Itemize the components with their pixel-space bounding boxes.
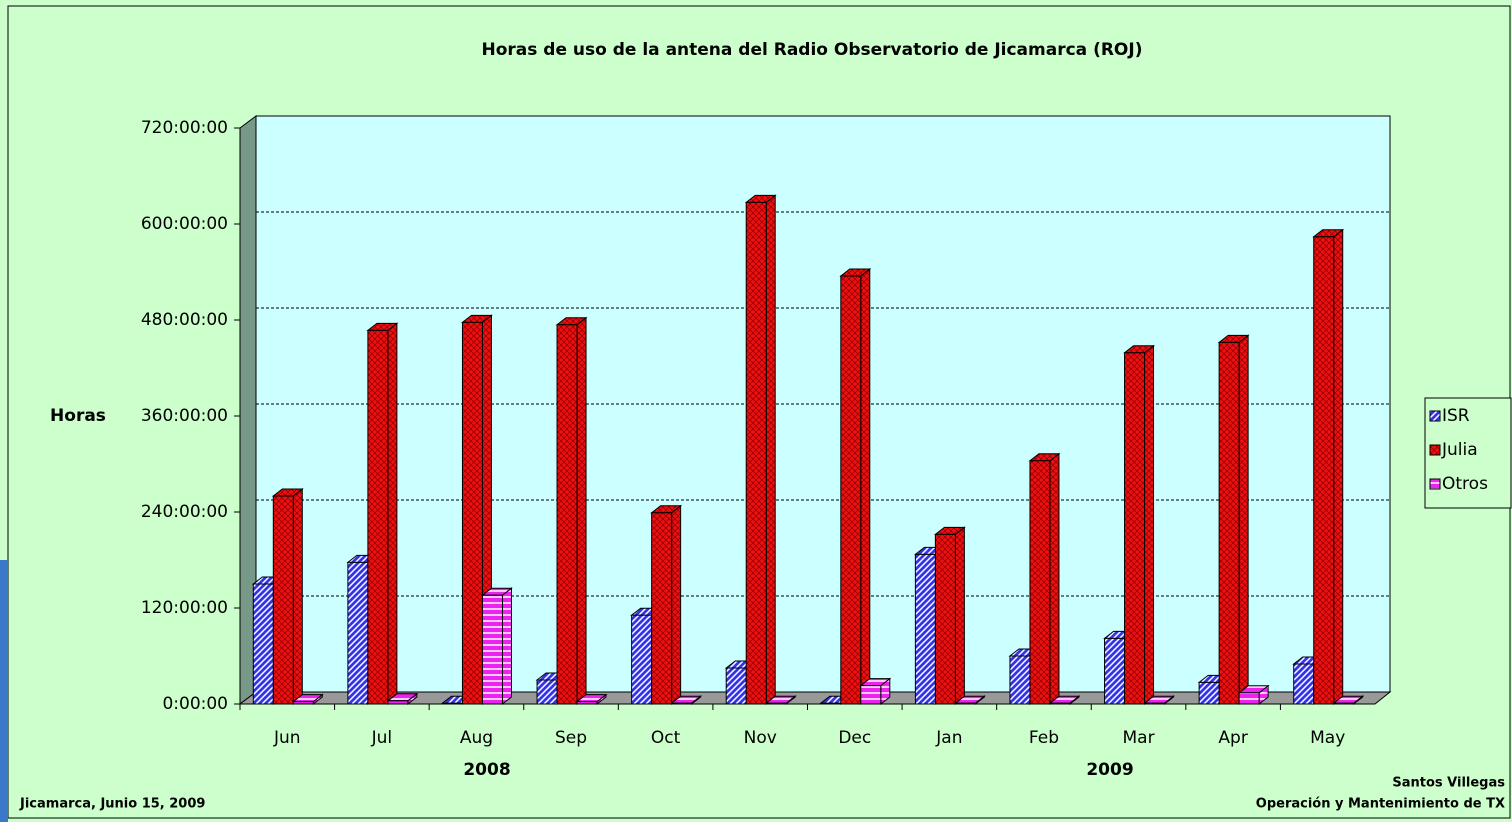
bar-side — [576, 316, 587, 706]
bar-side — [765, 194, 776, 706]
x-tick-label: Nov — [744, 728, 777, 748]
bar-side — [1238, 334, 1249, 706]
x-tick-label: Dec — [838, 728, 871, 748]
bar — [1124, 352, 1146, 705]
x-tick-label: Jul — [371, 728, 393, 748]
legend-swatch — [1429, 444, 1441, 456]
bar — [671, 702, 693, 705]
bar — [914, 553, 936, 705]
bar — [631, 614, 653, 705]
side-strip — [0, 560, 8, 822]
bar-side — [1049, 452, 1060, 706]
y-tick-label: 240:00:00 — [141, 502, 228, 522]
x-tick-label: Apr — [1218, 728, 1247, 748]
bar — [1293, 663, 1315, 705]
bar — [840, 275, 862, 705]
bar — [1238, 692, 1260, 705]
bar-side — [954, 526, 965, 706]
bar — [820, 702, 842, 705]
bar — [1104, 637, 1126, 705]
bar — [1333, 702, 1355, 705]
legend-label: ISR — [1442, 406, 1470, 426]
year-label: 2008 — [463, 760, 510, 780]
bar — [292, 701, 314, 705]
bar — [441, 702, 463, 705]
footer-right: Santos Villegas — [1392, 776, 1505, 791]
legend-swatch — [1429, 410, 1441, 422]
bar — [725, 667, 747, 705]
x-tick-label: Sep — [555, 728, 587, 748]
legend-label: Otros — [1442, 474, 1488, 494]
x-tick-label: May — [1310, 728, 1345, 748]
bar — [347, 561, 369, 705]
y-tick-label: 720:00:00 — [141, 118, 228, 138]
bar — [651, 512, 673, 705]
x-tick-label: Feb — [1029, 728, 1059, 748]
bar-side — [860, 267, 871, 706]
bar — [934, 533, 956, 705]
bar — [461, 321, 483, 705]
y-tick-label: 120:00:00 — [141, 598, 228, 618]
year-label: 2009 — [1086, 760, 1133, 780]
footer-left: Jicamarca, Junio 15, 2009 — [19, 797, 205, 812]
chart-title: Horas de uso de la antena del Radio Obse… — [482, 40, 1143, 60]
legend-label: Julia — [1441, 440, 1478, 460]
bar-side — [387, 322, 398, 706]
bar — [1198, 681, 1220, 705]
bar — [272, 495, 294, 705]
bar — [745, 201, 767, 705]
bar — [1144, 702, 1166, 705]
bar — [556, 324, 578, 705]
bar — [367, 329, 389, 705]
bar — [1049, 702, 1071, 705]
bar — [387, 700, 409, 705]
x-tick-label: Oct — [651, 728, 681, 748]
x-tick-label: Mar — [1123, 728, 1155, 748]
bar — [1313, 236, 1335, 705]
bar — [1218, 341, 1240, 705]
bar-side — [671, 504, 682, 706]
bar — [1009, 655, 1031, 705]
bar-side — [1144, 344, 1155, 706]
bar — [481, 594, 503, 705]
bar — [536, 679, 558, 705]
y-tick-label: 480:00:00 — [141, 310, 228, 330]
legend-swatch — [1429, 478, 1441, 490]
x-tick-label: Jan — [935, 728, 962, 748]
bar — [576, 701, 598, 705]
y-tick-label: 0:00:00 — [162, 694, 228, 714]
bar-side — [292, 487, 303, 706]
y-tick-label: 360:00:00 — [141, 406, 228, 426]
footer-right: Operación y Mantenimiento de TX — [1256, 797, 1505, 812]
bar — [1029, 460, 1051, 705]
bar — [765, 702, 787, 705]
bar — [252, 583, 274, 705]
y-tick-label: 600:00:00 — [141, 214, 228, 234]
y-axis-label: Horas — [50, 406, 106, 426]
bar — [860, 685, 882, 705]
x-tick-label: Jun — [273, 728, 301, 748]
x-tick-label: Aug — [460, 728, 493, 748]
bar-side — [501, 587, 512, 706]
bar-side — [1333, 228, 1344, 706]
bar — [954, 702, 976, 705]
